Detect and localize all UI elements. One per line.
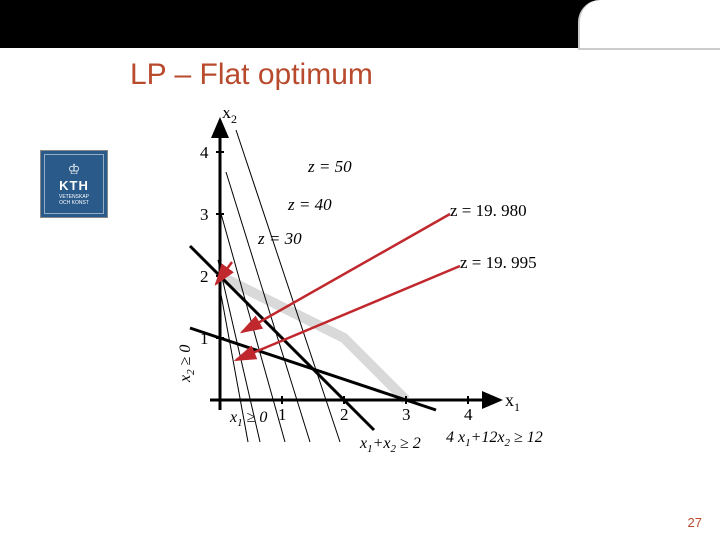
label-lin: 4 x1+12x2 ≥ 12	[446, 429, 543, 449]
xtick-2: 2	[340, 405, 349, 424]
label-sum: x1+x2 ≥ 2	[359, 435, 421, 455]
zlabel-40: z = 40	[287, 195, 332, 214]
lp-diagram: 1 2 3 4 1 2 3 4 x2 x1 z = 50 z = 40 z = …	[160, 110, 590, 480]
ytick-2: 2	[200, 267, 209, 286]
kth-logo: ♔ KTH VETENSKAP OCH KONST	[40, 150, 108, 218]
zlabel-19995: z = 19. 995	[460, 253, 537, 272]
label-x1ge0: x1 ≥ 0	[229, 409, 267, 429]
xtick-3: 3	[402, 405, 411, 424]
label-x2ge0: x2 ≥ 0	[177, 345, 197, 383]
zlabel-19980: z = 19. 980	[450, 201, 527, 220]
xtick-4: 4	[464, 405, 473, 424]
x-axis-label: x1	[505, 390, 520, 414]
zlabel-50: z = 50	[307, 157, 352, 176]
page-number: 27	[688, 515, 702, 530]
y-axis-label: x2	[222, 110, 237, 126]
slide-title: LP – Flat optimum	[130, 58, 373, 92]
feasible-edge	[220, 276, 406, 400]
constraint-lin	[190, 328, 436, 410]
corner-cut	[578, 0, 720, 50]
zlabel-30: z = 30	[257, 229, 302, 248]
ytick-3: 3	[200, 205, 209, 224]
ytick-4: 4	[200, 143, 209, 162]
